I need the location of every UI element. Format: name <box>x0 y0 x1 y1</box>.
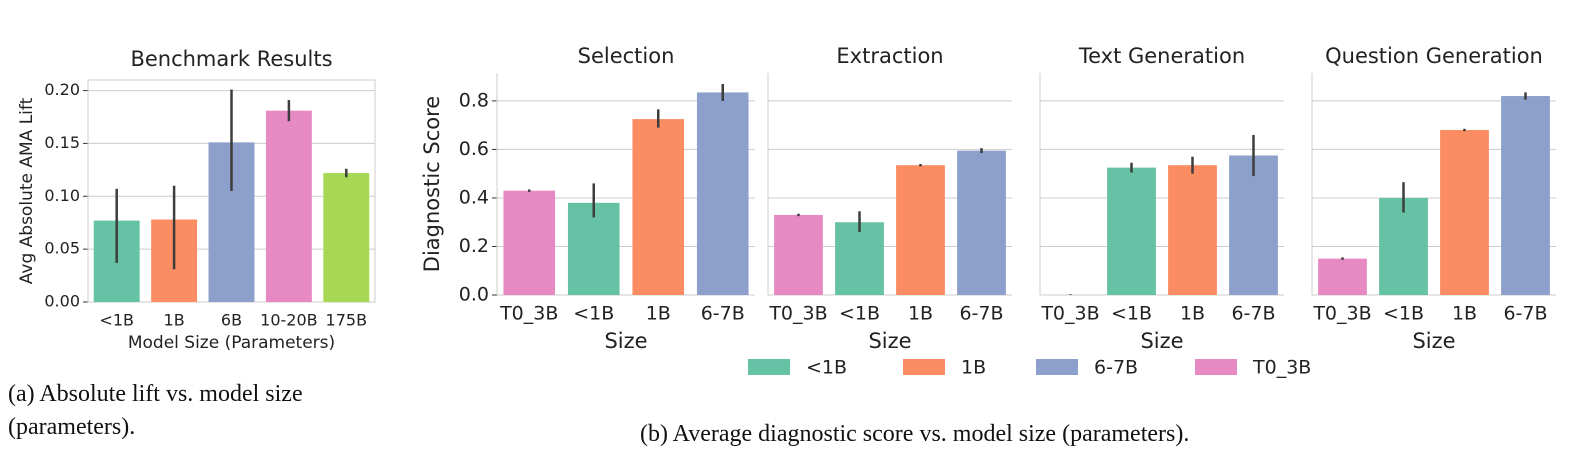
bar <box>1501 96 1550 295</box>
x-tick-label: <1B <box>1383 303 1424 325</box>
x-axis-label: Size <box>604 329 647 353</box>
x-axis-label: Size <box>868 329 911 353</box>
x-tick-label: <1B <box>1111 303 1152 325</box>
bar <box>265 110 312 303</box>
bar <box>632 119 685 295</box>
bar <box>1107 167 1156 295</box>
caption-a: (a) Absolute lift vs. model size (parame… <box>8 381 303 440</box>
x-tick-label: 1B <box>646 303 671 325</box>
y-tick-label: 0.0 <box>459 284 489 306</box>
bar <box>1318 258 1367 295</box>
y-tick-label: 0.8 <box>459 89 489 111</box>
bar <box>835 222 884 295</box>
caption-b: (b) Average diagnostic score vs. model s… <box>640 421 1190 447</box>
legend-label: <1B <box>806 357 847 379</box>
x-tick-label: 6-7B <box>1231 303 1275 325</box>
x-tick-label: T0_3B <box>1040 303 1099 325</box>
x-tick-label: 175B <box>326 311 368 330</box>
y-tick-label: 0.05 <box>44 239 80 258</box>
chart-title: Benchmark Results <box>130 47 332 71</box>
bar <box>1440 130 1489 295</box>
x-tick-label: 6-7B <box>1503 303 1547 325</box>
x-tick-label: 6-7B <box>959 303 1003 325</box>
bar <box>896 165 945 295</box>
legend-swatch <box>1195 359 1237 375</box>
x-tick-label: T0_3B <box>768 303 827 325</box>
x-tick-label: 6B <box>221 311 242 330</box>
x-tick-label: T0_3B <box>1312 303 1371 325</box>
legend-label: 6-7B <box>1094 357 1138 379</box>
bar <box>323 173 370 302</box>
y-tick-label: 0.20 <box>44 80 80 99</box>
x-tick-label: 1B <box>1180 303 1205 325</box>
x-tick-label: <1B <box>839 303 880 325</box>
x-tick-label: <1B <box>573 303 614 325</box>
chart-title: Text Generation <box>1078 44 1245 68</box>
y-tick-label: 0.15 <box>44 133 80 152</box>
legend-swatch <box>748 359 790 375</box>
bar <box>696 92 749 295</box>
legend-swatch <box>1036 359 1078 375</box>
y-tick-label: 0.2 <box>459 235 489 257</box>
y-axis-label: Avg Absolute AMA Lift <box>17 97 37 284</box>
y-tick-label: 0.4 <box>459 186 489 208</box>
y-axis-label: Diagnostic Score <box>420 96 444 272</box>
y-tick-label: 0.6 <box>459 138 489 160</box>
x-axis-label: Size <box>1140 329 1183 353</box>
x-tick-label: 6-7B <box>701 303 745 325</box>
figure: 0.00 0.05 0.10 0.15 0.20 Benchmark Results Mod… <box>17 44 1556 379</box>
bar <box>567 202 620 295</box>
x-tick-label: 1B <box>1452 303 1477 325</box>
x-tick-label: T0_3B <box>499 303 558 325</box>
chart-title: Question Generation <box>1325 44 1543 68</box>
bar <box>1229 155 1278 295</box>
bar <box>774 214 823 295</box>
x-axis-label: Size <box>1412 329 1455 353</box>
chart-title: Extraction <box>836 44 943 68</box>
x-tick-label: 1B <box>164 311 185 330</box>
x-tick-label: 10-20B <box>260 311 317 330</box>
legend-swatch <box>903 359 945 375</box>
y-tick-label: 0.00 <box>44 292 80 311</box>
bar <box>1168 165 1217 295</box>
x-tick-label: 1B <box>908 303 933 325</box>
legend-label: 1B <box>961 357 986 379</box>
bar <box>503 190 556 295</box>
chart-title: Selection <box>578 44 675 68</box>
bar <box>957 150 1006 295</box>
x-axis-label: Model Size (Parameters) <box>128 333 335 353</box>
bar <box>1379 197 1428 295</box>
legend-label: T0_3B <box>1252 357 1311 379</box>
x-tick-label: <1B <box>99 311 134 330</box>
y-tick-label: 0.10 <box>44 186 80 205</box>
